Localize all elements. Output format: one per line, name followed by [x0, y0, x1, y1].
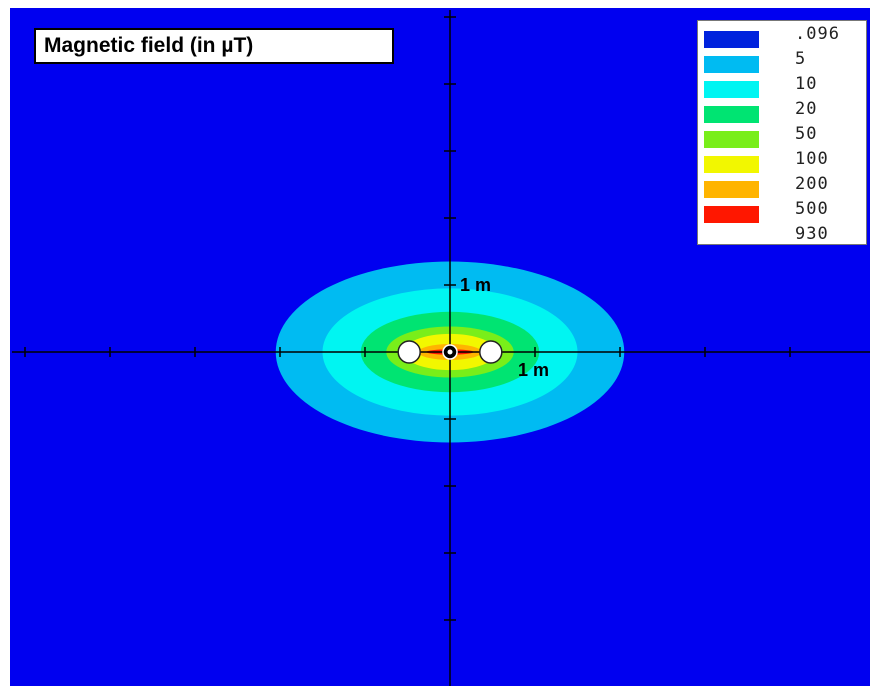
legend-swatch — [704, 156, 759, 173]
legend: .096 5 10 20 50 100 200 500 930 — [697, 20, 867, 245]
legend-label: 50 — [795, 124, 818, 144]
legend-swatch — [704, 131, 759, 148]
legend-label: 100 — [795, 149, 829, 169]
legend-swatch — [704, 81, 759, 98]
x-axis-scale-label: 1 m — [518, 360, 549, 380]
conductor-layer — [397, 340, 503, 364]
legend-swatch — [704, 56, 759, 73]
legend-label: 5 — [795, 49, 807, 69]
legend-swatch — [704, 31, 759, 48]
legend-swatch — [704, 106, 759, 123]
y-axis-scale-label: 1 m — [460, 275, 491, 295]
plot-title: Magnetic field (in µT) — [34, 28, 394, 64]
conductor-marker — [397, 340, 421, 364]
legend-swatch — [704, 181, 759, 198]
legend-label: 20 — [795, 99, 818, 119]
legend-label: 200 — [795, 174, 829, 194]
legend-label: .096 — [795, 24, 840, 44]
legend-label: 930 — [795, 224, 829, 244]
conductor-marker — [479, 340, 503, 364]
legend-label: 10 — [795, 74, 818, 94]
conductor-center-dot — [447, 349, 453, 355]
legend-swatch — [704, 206, 759, 223]
legend-label: 500 — [795, 199, 829, 219]
